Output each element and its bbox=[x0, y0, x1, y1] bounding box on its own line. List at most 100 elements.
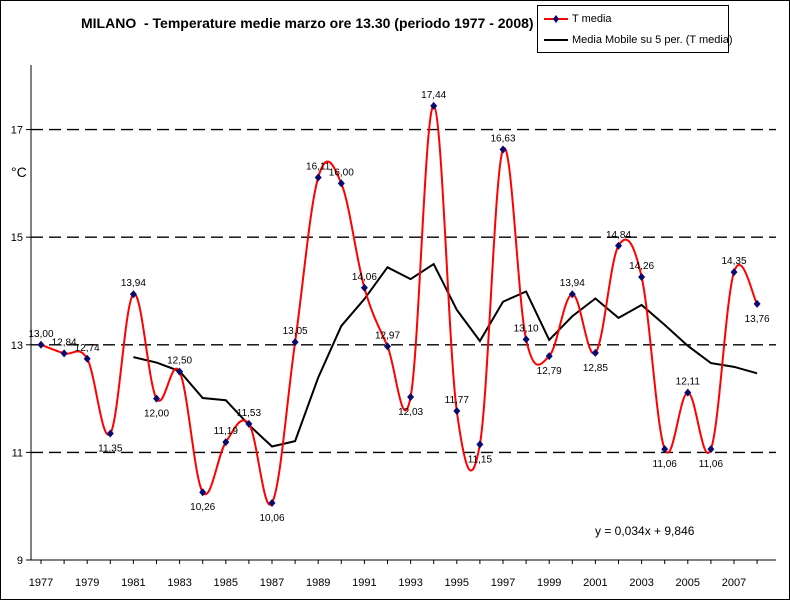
t-media-point-1981 bbox=[129, 290, 137, 299]
t-media-point-1994 bbox=[430, 101, 438, 110]
data-label-2006: 11,06 bbox=[699, 459, 724, 470]
t-media-point-1982 bbox=[153, 394, 160, 403]
data-label-1983: 12,50 bbox=[167, 356, 192, 367]
data-label-1988: 13,05 bbox=[283, 326, 308, 337]
legend-item-moving-average: Media Mobile su 5 per. (T media) bbox=[538, 31, 733, 49]
data-label-1989: 16,11 bbox=[306, 161, 331, 172]
t-media-point-1983 bbox=[176, 367, 184, 376]
x-tick-label-2007: 2007 bbox=[722, 577, 746, 589]
data-label-1995: 11,77 bbox=[445, 395, 470, 406]
y-tick-label-17: 17 bbox=[11, 125, 23, 137]
x-tick-label-2001: 2001 bbox=[583, 577, 607, 589]
data-label-1986: 11,53 bbox=[237, 408, 262, 419]
axes: 9 11 13 15 17 1977 1979 1981 1983 1985 1987 1989 199… bbox=[11, 65, 776, 589]
t-media-point-1999 bbox=[545, 352, 553, 361]
x-tick-label-1983: 1983 bbox=[167, 577, 191, 589]
data-label-1991: 14,06 bbox=[352, 272, 377, 283]
t-media-line bbox=[40, 104, 758, 506]
t-media-point-1995 bbox=[453, 406, 461, 415]
t-media-point-1984 bbox=[199, 488, 207, 497]
data-label-1996: 11,15 bbox=[468, 454, 493, 465]
data-label-1998: 13,10 bbox=[514, 323, 539, 334]
x-tick-label-1997: 1997 bbox=[491, 577, 515, 589]
data-label-2007: 14,35 bbox=[721, 256, 746, 267]
y-tick-label-9: 9 bbox=[17, 555, 23, 567]
data-label-1982: 12,00 bbox=[144, 409, 169, 420]
data-label-2008: 13,76 bbox=[745, 314, 770, 325]
t-media-point-1980 bbox=[106, 429, 114, 438]
y-tick-label-11: 11 bbox=[12, 447, 23, 459]
t-media-point-1993 bbox=[407, 392, 415, 401]
y-tick-label-15: 15 bbox=[11, 232, 23, 244]
t-media-point-2008 bbox=[753, 299, 761, 308]
moving-average-series bbox=[133, 262, 758, 448]
x-tick-label-2005: 2005 bbox=[676, 577, 700, 589]
t-media-point-2001 bbox=[591, 348, 599, 357]
data-label-1981: 13,94 bbox=[121, 278, 146, 289]
t-media-point-1987 bbox=[268, 498, 276, 507]
t-media-point-2000 bbox=[568, 290, 576, 299]
y-tick-label-13: 13 bbox=[11, 340, 23, 352]
t-media-point-1978 bbox=[60, 349, 68, 358]
x-tick-label-1985: 1985 bbox=[214, 577, 238, 589]
legend-label-moving-average: Media Mobile su 5 per. (T media) bbox=[572, 34, 733, 46]
t-media-point-2007 bbox=[730, 268, 738, 277]
x-tick-label-1995: 1995 bbox=[445, 577, 469, 589]
data-label-1985: 11,19 bbox=[214, 426, 239, 437]
data-label-2001: 12,85 bbox=[583, 363, 608, 374]
legend-swatch-moving-average bbox=[544, 39, 568, 41]
t-media-series bbox=[37, 101, 761, 507]
data-label-2004: 11,06 bbox=[653, 459, 678, 470]
trendline-equation: y = 0,034x + 9,846 bbox=[595, 524, 695, 538]
t-media-point-2004 bbox=[661, 445, 669, 454]
data-label-2003: 14,26 bbox=[629, 261, 654, 272]
x-tick-label-2003: 2003 bbox=[629, 577, 653, 589]
t-media-point-1985 bbox=[222, 438, 230, 447]
t-media-point-1996 bbox=[476, 440, 484, 449]
t-media-point-2002 bbox=[615, 241, 622, 250]
x-tick-label-1993: 1993 bbox=[398, 577, 422, 589]
t-media-point-1977 bbox=[37, 340, 45, 349]
data-label-2000: 13,94 bbox=[560, 278, 585, 289]
data-label-1993: 12,03 bbox=[398, 407, 423, 418]
data-label-1992: 12,97 bbox=[375, 330, 400, 341]
legend-label-t-media: T media bbox=[572, 13, 612, 25]
data-label-1980: 11,35 bbox=[98, 444, 123, 455]
legend-item-t-media: T media bbox=[538, 10, 728, 28]
t-media-point-1998 bbox=[522, 335, 530, 344]
data-label-1990: 16,00 bbox=[329, 167, 354, 178]
t-media-point-2005 bbox=[684, 388, 692, 397]
t-media-point-1979 bbox=[83, 354, 91, 363]
data-label-1984: 10,26 bbox=[190, 502, 215, 513]
t-media-point-1990 bbox=[337, 179, 345, 188]
x-tick-label-1977: 1977 bbox=[29, 577, 53, 589]
data-label-1979: 12,74 bbox=[75, 343, 100, 354]
chart-title: MILANO - Temperature medie marzo ore 13.… bbox=[81, 15, 534, 31]
t-media-point-1988 bbox=[291, 338, 299, 347]
data-label-2002: 14,84 bbox=[606, 230, 631, 241]
gridlines bbox=[31, 128, 776, 454]
data-label-1987: 10,06 bbox=[259, 513, 284, 524]
x-tick-label-1979: 1979 bbox=[75, 577, 99, 589]
t-media-point-1997 bbox=[499, 145, 507, 154]
t-media-point-2006 bbox=[707, 445, 715, 454]
data-label-1994: 17,44 bbox=[421, 90, 446, 101]
moving-average-line bbox=[133, 262, 758, 448]
data-label-2005: 12,11 bbox=[676, 377, 701, 388]
chart-legend: T media Media Mobile su 5 per. (T media) bbox=[537, 5, 733, 53]
t-media-point-2003 bbox=[638, 272, 646, 281]
t-media-point-1992 bbox=[384, 342, 391, 351]
x-tick-label-1987: 1987 bbox=[260, 577, 284, 589]
data-label-1999: 12,79 bbox=[537, 366, 562, 377]
data-label-1978: 12,84 bbox=[52, 337, 77, 348]
x-tick-label-1981: 1981 bbox=[121, 577, 145, 589]
t-media-point-1989 bbox=[314, 173, 322, 182]
data-label-1977: 13,00 bbox=[28, 329, 53, 340]
x-tick-label-1989: 1989 bbox=[306, 577, 330, 589]
data-label-1997: 16,63 bbox=[490, 133, 515, 144]
t-media-point-1986 bbox=[245, 419, 253, 428]
x-tick-label-1999: 1999 bbox=[537, 577, 561, 589]
